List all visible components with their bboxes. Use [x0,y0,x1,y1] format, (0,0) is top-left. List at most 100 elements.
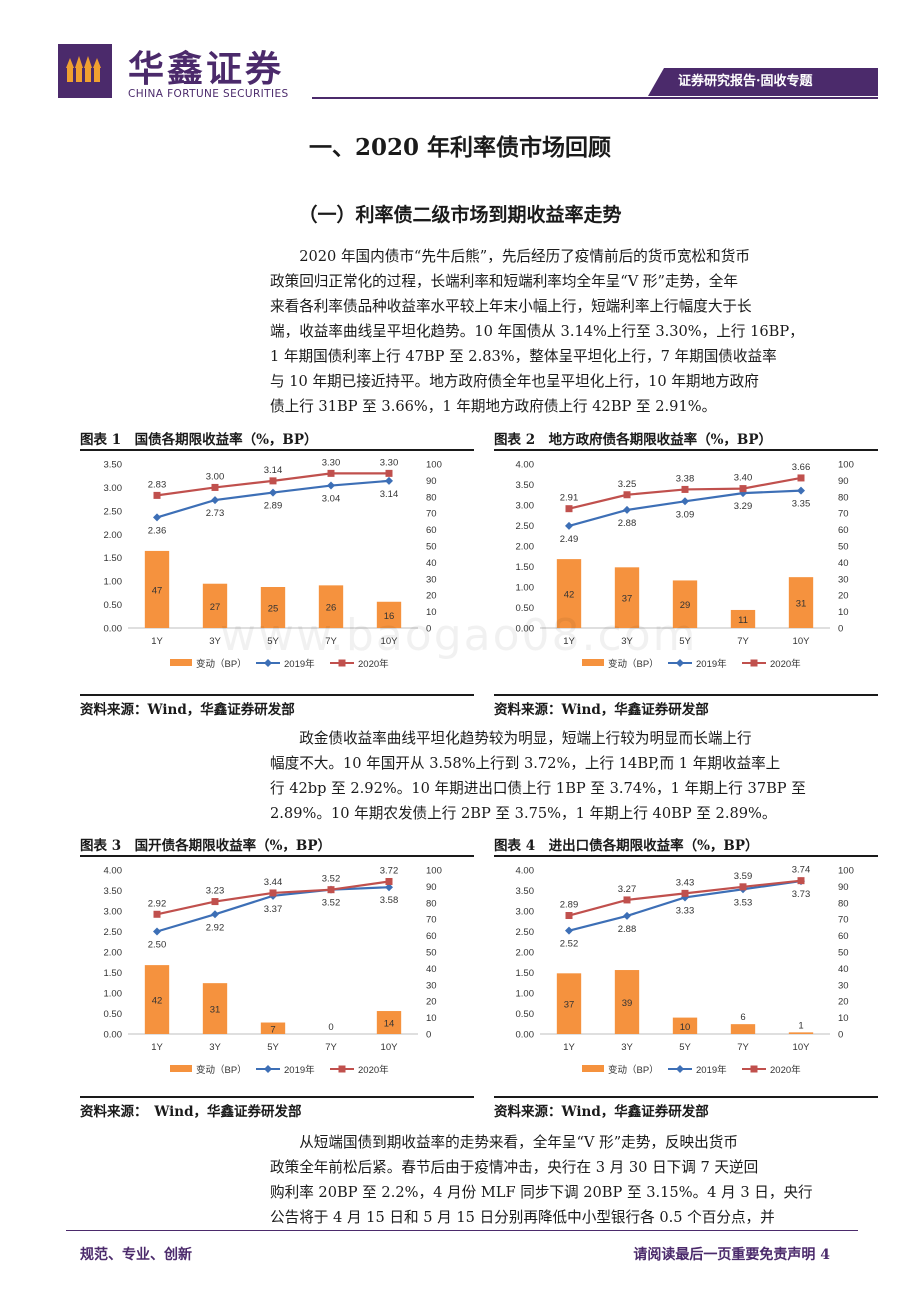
line-data-label: 2.49 [560,534,579,545]
line-data-label: 3.52 [322,874,341,885]
para-line: 来看各利率债品种收益率水平较上年末小幅上行，短端利率上行幅度大于长 [270,298,752,315]
line-series-2019年 [156,479,390,519]
line-data-label: 3.53 [734,897,753,908]
y-right-tick-label: 20 [426,591,437,602]
figure-4-top-rule [494,855,878,857]
y-left-tick-label: 0.50 [516,1009,535,1020]
legend-swatch-bar [170,1065,192,1072]
bar-change-bp [730,609,756,628]
x-tick-label: 10Y [793,1042,811,1053]
x-tick-label: 1Y [151,636,163,647]
x-tick-label: 1Y [563,636,575,647]
y-right-tick-label: 70 [426,509,437,520]
point-2020 [269,477,277,485]
point-2020 [797,474,805,482]
line-data-label: 3.29 [734,501,753,512]
y-right-tick-label: 100 [426,866,442,877]
y-left-tick-label: 2.50 [104,506,123,517]
point-2019 [623,911,631,920]
paragraph-2: 政金债收益率曲线平坦化趋势较为明显，短端上行较为明显而长端上行 幅度不大。10 … [270,726,878,826]
x-tick-label: 10Y [381,1042,399,1053]
line-data-label: 2.88 [618,924,637,935]
figure-2-source: 资料来源：Wind，华鑫证券研发部 [494,702,709,718]
line-data-label: 2.73 [206,508,225,519]
bar-data-label: 29 [680,600,691,611]
line-series-2019年 [568,489,802,527]
figure-1-title: 图表 1 国债各期限收益率（%，BP） [80,432,318,448]
para-line: 2.89%。10 年期农发债上行 2BP 至 3.75%，1 年期上行 40BP… [270,805,777,822]
legend-label: 2019年 [284,1064,315,1076]
line-data-label: 3.00 [206,471,225,482]
y-right-tick-label: 60 [426,931,437,942]
y-right-tick-label: 90 [838,882,849,893]
y-left-tick-label: 1.50 [516,968,535,979]
point-2019 [565,521,573,530]
y-right-tick-label: 20 [838,591,849,602]
y-left-tick-label: 3.00 [516,501,535,512]
y-right-tick-label: 80 [838,492,849,503]
figure-3-bottom-rule [80,1096,474,1098]
y-left-tick-label: 3.00 [104,907,123,918]
para-line: 公告将于 4 月 15 日和 5 月 15 日分别再降低中小型银行各 0.5 个… [270,1209,775,1226]
legend-marker-2020 [338,1065,346,1073]
legend-marker-2019 [676,1065,684,1073]
bar-change-bp [202,583,228,628]
y-right-tick-label: 70 [838,915,849,926]
legend-marker-2019 [264,659,272,667]
x-tick-label: 7Y [737,1042,749,1053]
line-data-label: 2.91 [560,493,579,504]
x-tick-label: 1Y [151,1042,163,1053]
y-left-tick-label: 4.00 [104,866,123,877]
para-line: 政策全年前松后紧。春节后由于疫情冲击，央行在 3 月 30 日下调 7 天逆回 [270,1159,759,1176]
section-heading: 一、2020 年利率债市场回顾 [308,134,612,161]
bar-data-label: 42 [564,590,575,601]
y-right-tick-label: 10 [426,607,437,618]
y-left-tick-label: 2.00 [104,948,123,959]
y-left-tick-label: 3.50 [104,886,123,897]
point-2020 [623,896,631,904]
point-2020 [681,485,689,493]
line-data-label: 3.35 [792,499,811,510]
bar-data-label: 1 [798,1020,803,1031]
header-divider [312,97,878,99]
y-left-tick-label: 0.00 [104,1030,123,1041]
y-right-tick-label: 90 [426,882,437,893]
point-2019 [797,486,805,495]
chart-1: 0.00 0.50 1.00 1.50 2.00 2.50 3.00 3.50 0 10 20 30 4… [104,457,442,670]
figure-4-title: 图表 4 进出口债各期限收益率（%，BP） [494,838,759,854]
x-tick-label: 1Y [563,1042,575,1053]
point-2020 [565,912,573,920]
legend-label: 2020年 [770,658,801,670]
y-right-tick-label: 0 [838,624,843,635]
point-2020 [153,491,161,499]
line-data-label: 3.30 [380,457,399,468]
subsection-heading: （一）利率债二级市场到期收益率走势 [298,204,622,226]
legend-marker-2020 [750,659,758,667]
legend-marker-2019 [676,659,684,667]
x-tick-label: 3Y [209,1042,221,1053]
bar-data-label: 10 [680,1022,691,1033]
figure-3-top-rule [80,855,474,857]
line-data-label: 2.89 [560,900,579,911]
y-right-tick-label: 80 [838,898,849,909]
line-data-label: 3.33 [676,905,695,916]
para-line: 债上行 31BP 至 3.66%，1 年期地方政府债上行 42BP 至 2.91… [270,398,717,415]
y-right-tick-label: 80 [426,492,437,503]
y-right-tick-label: 0 [426,1030,431,1041]
x-tick-label: 7Y [325,636,337,647]
line-data-label: 3.66 [792,462,811,473]
legend-label: 变动（BP） [608,658,659,670]
x-tick-label: 10Y [381,636,399,647]
legend-swatch-bar [582,659,604,666]
bar-change-bp [730,1024,756,1034]
legend-label: 2020年 [358,1064,389,1076]
y-left-tick-label: 1.00 [104,577,123,588]
bar-change-bp [788,1032,814,1034]
y-left-tick-label: 3.50 [516,886,535,897]
y-right-tick-label: 20 [838,997,849,1008]
legend-label: 变动（BP） [196,1064,247,1076]
y-right-tick-label: 0 [426,624,431,635]
y-right-tick-label: 50 [838,542,849,553]
figure-3-title: 图表 3 国开债各期限收益率（%，BP） [80,838,331,854]
point-2020 [739,485,747,493]
